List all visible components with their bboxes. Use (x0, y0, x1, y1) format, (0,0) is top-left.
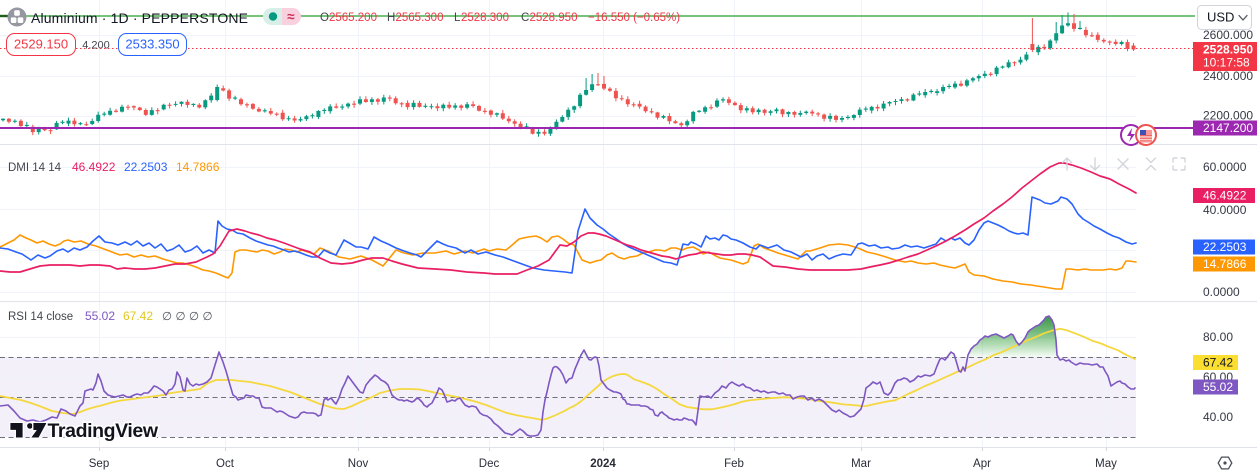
svg-text:2024: 2024 (590, 458, 616, 470)
svg-text:2600.000: 2600.000 (1203, 28, 1253, 42)
svg-text:USD: USD (1207, 10, 1234, 25)
svg-text:2200.000: 2200.000 (1203, 109, 1253, 123)
svg-text:55.02: 55.02 (85, 309, 115, 323)
svg-text:L: L (454, 12, 461, 24)
svg-text:Apr: Apr (973, 458, 991, 470)
svg-text:2528.300: 2528.300 (461, 12, 509, 24)
svg-text:2565.200: 2565.200 (329, 12, 377, 24)
svg-text:22.2503: 22.2503 (124, 160, 168, 174)
svg-text:2529.150: 2529.150 (14, 37, 68, 52)
svg-text:67.42: 67.42 (1203, 356, 1233, 370)
svg-text:46.4922: 46.4922 (72, 160, 116, 174)
svg-text:40.00: 40.00 (1203, 410, 1233, 424)
svg-text:2400.000: 2400.000 (1203, 69, 1253, 83)
svg-text:67.42: 67.42 (123, 309, 153, 323)
svg-text:14.7866: 14.7866 (176, 160, 220, 174)
svg-text:H: H (387, 12, 395, 24)
svg-text:14.7866: 14.7866 (1203, 257, 1247, 271)
svg-text:2565.300: 2565.300 (396, 12, 444, 24)
svg-text:2528.950: 2528.950 (1203, 43, 1253, 57)
svg-text:2528.950: 2528.950 (530, 12, 578, 24)
svg-text:10:17:58: 10:17:58 (1203, 56, 1250, 70)
svg-text:55.02: 55.02 (1203, 380, 1233, 394)
svg-text:∅: ∅ (176, 311, 186, 323)
svg-text:Mar: Mar (851, 458, 871, 470)
svg-text:60.0000: 60.0000 (1203, 160, 1247, 174)
svg-text:22.2503: 22.2503 (1203, 240, 1247, 254)
svg-text:∅: ∅ (203, 311, 213, 323)
svg-text:May: May (1095, 458, 1117, 470)
svg-text:DMI 14 14: DMI 14 14 (8, 162, 62, 174)
svg-text:80.00: 80.00 (1203, 330, 1233, 344)
svg-text:≈: ≈ (287, 9, 295, 24)
svg-text:Feb: Feb (724, 458, 744, 470)
svg-text:40.0000: 40.0000 (1203, 203, 1247, 217)
svg-text:TradingView: TradingView (48, 420, 159, 442)
svg-text:0.0000: 0.0000 (1203, 285, 1240, 299)
svg-text:4.200: 4.200 (82, 40, 110, 52)
svg-text:Dec: Dec (479, 458, 500, 470)
svg-text:2533.350: 2533.350 (125, 37, 179, 52)
svg-text:Nov: Nov (348, 458, 369, 470)
svg-text:C: C (521, 12, 529, 24)
svg-text:46.4922: 46.4922 (1203, 189, 1247, 203)
svg-text:∅: ∅ (189, 311, 199, 323)
svg-text:RSI 14 close: RSI 14 close (8, 311, 73, 323)
svg-text:Oct: Oct (216, 458, 235, 470)
svg-text:−16.550 (−0.65%): −16.550 (−0.65%) (588, 12, 680, 24)
svg-text:∅: ∅ (162, 311, 172, 323)
svg-text:Sep: Sep (89, 458, 109, 470)
svg-text:O: O (320, 12, 329, 24)
svg-text:2147.200: 2147.200 (1203, 121, 1253, 135)
svg-text:Aluminium · 1D · PEPPERSTONE: Aluminium · 1D · PEPPERSTONE (31, 10, 248, 26)
